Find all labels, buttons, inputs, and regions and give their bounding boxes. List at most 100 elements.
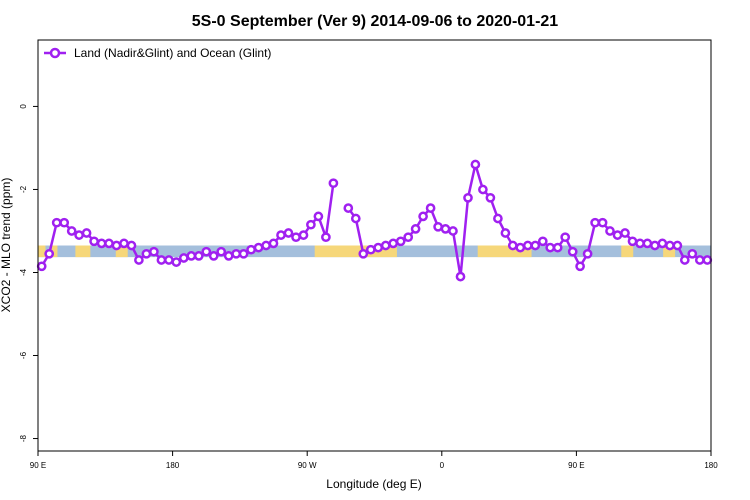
data-point [620, 228, 630, 238]
data-point [560, 232, 571, 243]
data-point [455, 271, 466, 282]
data-point [149, 246, 159, 257]
data-point [253, 242, 264, 253]
data-point [635, 238, 645, 249]
data-point [552, 242, 563, 253]
data-point [410, 224, 421, 234]
legend-label: Land (Nadir&Glint) and Ocean (Glint) [74, 46, 271, 60]
data-point [545, 242, 556, 253]
data-point [328, 178, 339, 189]
data-point [36, 261, 47, 272]
data-point [74, 230, 84, 240]
data-point [679, 255, 690, 265]
data-point [702, 255, 713, 265]
x-tick-label: 90 E [30, 461, 46, 470]
data-point [321, 232, 331, 243]
data-point [380, 240, 391, 251]
data-point [313, 211, 324, 222]
data-point [104, 238, 114, 249]
x-axis-label: Longitude (deg E) [326, 477, 421, 491]
data-point [268, 238, 279, 249]
land-segment [663, 245, 676, 258]
y-tick-label: 0 [19, 104, 28, 109]
data-point [440, 224, 451, 234]
data-point [605, 226, 615, 236]
data-point [485, 192, 496, 203]
y-axis-label: XCO2 - MLO trend (ppm) [0, 178, 13, 313]
data-point [515, 242, 526, 253]
data-point [231, 248, 242, 259]
data-point [96, 238, 107, 249]
data-point [388, 238, 399, 249]
data-points [36, 159, 713, 282]
legend: Land (Nadir&Glint) and Ocean (Glint) [44, 46, 271, 60]
data-point [448, 226, 458, 236]
data-point [201, 246, 212, 257]
data-point [134, 255, 144, 265]
data-point [612, 230, 623, 240]
data-point [365, 244, 376, 255]
data-point [582, 248, 593, 259]
data-point [687, 248, 698, 259]
data-point [126, 240, 137, 251]
data-point [665, 240, 675, 251]
data-point [193, 251, 204, 261]
data-point [358, 248, 369, 259]
data-point [291, 232, 301, 243]
data-point [66, 226, 77, 236]
land-segment [621, 245, 634, 258]
data-point [522, 240, 533, 251]
data-point [141, 248, 152, 259]
data-point [51, 217, 62, 228]
data-point [418, 211, 428, 222]
data-point [672, 240, 683, 251]
data-point [59, 217, 70, 228]
y-axis: 0 -2 -4 -6 -8 [19, 104, 38, 442]
data-point [156, 255, 167, 265]
land-segment [477, 245, 532, 258]
data-point [261, 240, 271, 251]
data-point [238, 248, 249, 259]
y-tick-label: -2 [19, 185, 28, 193]
data-point [223, 251, 234, 261]
data-point [246, 244, 256, 255]
data-point [463, 192, 473, 203]
data-point [283, 228, 294, 238]
data-point [627, 236, 638, 247]
x-tick-label: 90 W [298, 461, 317, 470]
data-point [597, 217, 608, 228]
data-point [119, 238, 129, 249]
data-point [171, 257, 182, 267]
data-point [89, 236, 99, 247]
land-segment [115, 245, 128, 258]
data-point [575, 261, 585, 272]
data-point [470, 159, 481, 170]
x-tick-label: 90 E [568, 461, 584, 470]
data-point [373, 242, 384, 253]
data-point [650, 240, 660, 251]
data-point [111, 240, 122, 251]
land-segment [49, 245, 58, 258]
data-point [164, 255, 174, 265]
plot-frame [37, 39, 712, 452]
y-tick-label: -8 [19, 434, 28, 442]
data-point [81, 228, 92, 238]
x-tick-label: 0 [440, 461, 445, 470]
chart-title: 5S-0 September (Ver 9) 2014-09-06 to 202… [192, 13, 559, 30]
data-point [298, 230, 309, 240]
x-tick-label: 180 [704, 461, 718, 470]
data-point [395, 236, 406, 247]
data-point [178, 253, 189, 263]
data-point [425, 203, 436, 213]
series-line [347, 163, 708, 278]
land-segment [75, 245, 91, 258]
data-point [433, 221, 443, 232]
data-point [507, 240, 518, 251]
data-point [403, 232, 414, 243]
y-tick-label: -6 [19, 351, 28, 359]
data-point [567, 246, 578, 257]
data-point [537, 236, 548, 247]
x-tick-label: 180 [166, 461, 180, 470]
y-tick-label: -4 [19, 268, 28, 276]
